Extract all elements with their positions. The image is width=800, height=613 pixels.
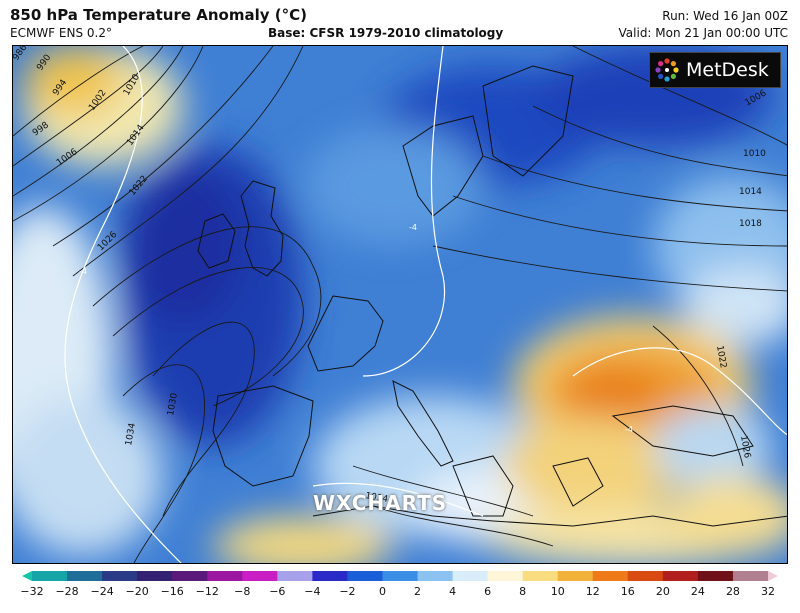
colorbar-segment — [697, 571, 734, 581]
colorbar-tick-label: 32 — [761, 585, 775, 598]
isobar-label: 1018 — [739, 219, 762, 229]
colorbar-tick-label: −2 — [339, 585, 356, 598]
colorbar-tick-label: 8 — [519, 585, 527, 598]
anomaly-contour-label: -4 — [79, 267, 87, 276]
isobar-label: 1034 — [124, 422, 138, 447]
colorbar-segment — [557, 571, 594, 581]
anomaly-contour-label: -4 — [409, 223, 417, 232]
wxcharts-watermark: WXCHARTS — [313, 491, 448, 515]
colorbar-segment — [102, 571, 138, 581]
colorbar-segment — [67, 571, 103, 581]
isobar-label: 1022 — [714, 345, 728, 369]
colorbar-segment — [347, 571, 383, 581]
chart-title: 850 hPa Temperature Anomaly (°C) — [10, 6, 307, 24]
colorbar-tick-label: 6 — [484, 585, 492, 598]
colorbar-tick-label: −16 — [160, 585, 184, 598]
colorbar-segment — [137, 571, 173, 581]
anomaly-contour-label: -4 — [625, 425, 633, 434]
colorbar-tick-label: 0 — [378, 585, 386, 598]
colorbar-tick-label: −8 — [234, 585, 251, 598]
valid-time-label: Valid: Mon 21 Jan 00:00 UTC — [618, 26, 788, 40]
base-climatology-label: Base: CFSR 1979-2010 climatology — [268, 26, 504, 40]
colorbar-tick-label: −28 — [55, 585, 79, 598]
colorbar-segment — [172, 571, 208, 581]
anomaly-field — [13, 46, 787, 563]
metdesk-logo: MetDesk — [649, 52, 781, 88]
isobar-label: 1010 — [743, 149, 766, 159]
colorbar-segment — [732, 571, 769, 581]
colorbar-tick-label: 4 — [449, 585, 457, 598]
colorbar-ticks: −32 −28 −24 −20 −16 −12 −8 −6 −4 −2 0 2 4 6 8 10 12 16 20 2… — [0, 583, 800, 603]
colorbar-tick-label: −32 — [20, 585, 44, 598]
isobar-label: 1014 — [739, 187, 762, 197]
colorbar-segment — [32, 571, 68, 581]
colorbar-tick-label: 12 — [585, 585, 600, 598]
model-label: ECMWF ENS 0.2° — [10, 26, 112, 40]
colorbar-segment — [312, 571, 348, 581]
colorbar-tick-label: 28 — [725, 585, 740, 598]
colorbar-segment — [277, 571, 313, 581]
colorbar-tick-label: −20 — [125, 585, 149, 598]
colorbar-tick-label: 16 — [620, 585, 635, 598]
colorbar-segment — [452, 571, 489, 581]
colorbar-tick-label: −24 — [90, 585, 114, 598]
metdesk-logo-text: MetDesk — [686, 59, 769, 81]
isobar-label: 1026 — [738, 435, 752, 460]
colorbar-tick-label: 24 — [690, 585, 705, 598]
colorbar-segment — [417, 571, 454, 581]
isobars — [13, 46, 787, 563]
colorbar-segment — [662, 571, 699, 581]
isobar-label: 1030 — [166, 392, 180, 417]
colorbar-tick-label: −4 — [304, 585, 321, 598]
colorbar-tick-label: 20 — [655, 585, 670, 598]
anomaly-label-group: -4 -4 -4 — [79, 223, 633, 434]
run-time-label: Run: Wed 16 Jan 00Z — [662, 9, 788, 23]
colorbar-segment — [242, 571, 278, 581]
colorbar-tick-label: 2 — [414, 585, 422, 598]
anomaly-map[interactable]: 986 990 994 998 1002 1006 1010 1014 1022… — [12, 45, 788, 564]
map-canvas: 986 990 994 998 1002 1006 1010 1014 1022… — [13, 46, 787, 563]
colorbar-segment — [487, 571, 524, 581]
colorbar-tick-label: 10 — [550, 585, 565, 598]
metdesk-logo-icon — [655, 58, 679, 82]
isobar-label: 1014 — [364, 491, 389, 505]
colorbar-tick-label: −6 — [269, 585, 286, 598]
colorbar-segment — [627, 571, 664, 581]
colorbar-segment — [522, 571, 559, 581]
colorbar — [22, 571, 778, 581]
colorbar-segment — [592, 571, 629, 581]
colorbar-tick-label: −12 — [195, 585, 219, 598]
colorbar-extend-low — [22, 571, 32, 581]
colorbar-segment — [207, 571, 243, 581]
anomaly-contours — [64, 46, 787, 563]
coastlines — [197, 65, 787, 527]
colorbar-segment — [382, 571, 419, 581]
colorbar-extend-high — [768, 571, 778, 581]
